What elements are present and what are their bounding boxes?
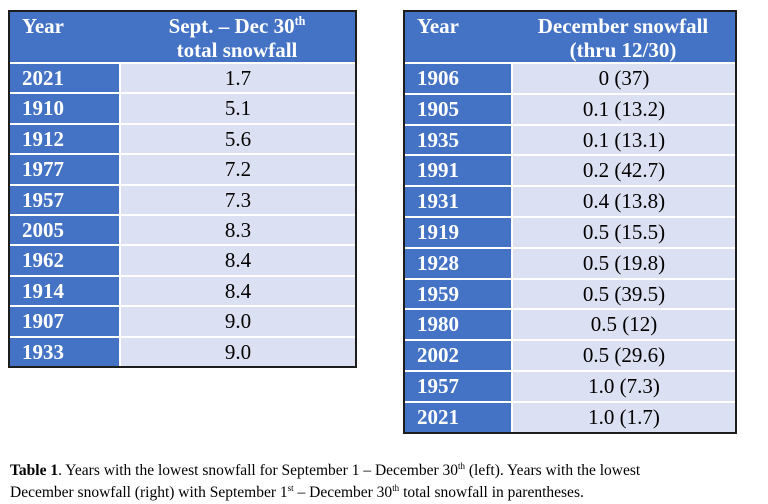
table-row: 1962 8.4 — [10, 246, 355, 275]
caption-text: total snowfall in parentheses. — [399, 483, 584, 501]
december-snowfall-column-header: December snowfall (thru 12/30) — [511, 12, 735, 62]
value-cell: 0.2 (42.7) — [513, 156, 735, 186]
year-cell: 1957 — [10, 185, 119, 214]
value-cell: 5.1 — [121, 94, 355, 123]
year-cell: 1906 — [405, 64, 511, 93]
year-cell: 1959 — [405, 279, 511, 309]
snowfall-column-header: Sept. – Dec 30th total snowfall — [119, 12, 355, 62]
caption-superscript: st — [287, 482, 294, 493]
year-cell: 2005 — [10, 215, 119, 245]
caption-text: December snowfall (right) with September… — [10, 483, 288, 501]
year-cell: 1980 — [405, 310, 511, 340]
table-row: 1910 5.1 — [10, 94, 355, 123]
year-cell: 2002 — [405, 341, 511, 370]
table-header-row: Year Sept. – Dec 30th total snowfall — [10, 12, 355, 62]
year-column-header: Year — [417, 14, 459, 38]
table-row: 1959 0.5 (39.5) — [405, 279, 735, 309]
december-snowfall-table: Year December snowfall (thru 12/30) 1906… — [403, 10, 737, 434]
value-cell: 1.0 (7.3) — [513, 371, 735, 401]
header-line1-text: Sept. – Dec 30 — [168, 14, 295, 38]
table-row: 1914 8.4 — [10, 276, 355, 306]
table-row: 1957 1.0 (7.3) — [405, 371, 735, 401]
header-line2: total snowfall — [176, 38, 298, 62]
value-cell: 0 (37) — [513, 64, 735, 93]
value-cell: 0.5 (15.5) — [513, 217, 735, 247]
table-row: 1912 5.6 — [10, 124, 355, 154]
year-cell: 1910 — [10, 94, 119, 123]
table-header-row: Year December snowfall (thru 12/30) — [405, 12, 735, 62]
year-cell: 1935 — [405, 125, 511, 155]
header-line1: Sept. – Dec 30th — [119, 14, 355, 38]
year-cell: 1914 — [10, 276, 119, 306]
year-cell: 1905 — [405, 94, 511, 124]
table-row: 2005 8.3 — [10, 215, 355, 245]
value-cell: 7.2 — [121, 155, 355, 184]
sept-dec-snowfall-table: Year Sept. – Dec 30th total snowfall 202… — [8, 10, 357, 368]
year-cell: 1957 — [405, 371, 511, 401]
table-row: 1933 9.0 — [10, 337, 355, 366]
table-row: 1931 0.4 (13.8) — [405, 187, 735, 216]
year-cell: 1991 — [405, 156, 511, 186]
table-row: 1980 0.5 (12) — [405, 310, 735, 340]
value-cell: 0.4 (13.8) — [513, 187, 735, 216]
year-cell: 2021 — [405, 402, 511, 432]
value-cell: 9.0 — [121, 307, 355, 336]
value-cell: 8.4 — [121, 246, 355, 275]
table-row: 1905 0.1 (13.2) — [405, 94, 735, 124]
caption-superscript: th — [392, 482, 400, 493]
caption-line1: Table 1. Years with the lowest snowfall … — [10, 460, 641, 479]
table-row: 2021 1.0 (1.7) — [405, 402, 735, 432]
table-row: 2021 1.7 — [10, 64, 355, 93]
value-cell: 9.0 — [121, 337, 355, 366]
table-row: 1977 7.2 — [10, 155, 355, 184]
value-cell: 0.5 (19.8) — [513, 248, 735, 278]
value-cell: 0.1 (13.1) — [513, 125, 735, 155]
value-cell: 0.5 (29.6) — [513, 341, 735, 370]
value-cell: 0.5 (12) — [513, 310, 735, 340]
header-line2: (thru 12/30) — [569, 38, 677, 62]
header-superscript: th — [294, 14, 306, 28]
year-cell: 1907 — [10, 307, 119, 336]
table-row: 1935 0.1 (13.1) — [405, 125, 735, 155]
caption-superscript: th — [458, 460, 466, 471]
year-cell: 1919 — [405, 217, 511, 247]
year-column-header: Year — [22, 14, 64, 38]
table-row: 1919 0.5 (15.5) — [405, 217, 735, 247]
caption-text: . Years with the lowest snowfall for Sep… — [58, 461, 459, 479]
value-cell: 1.0 (1.7) — [513, 402, 735, 432]
year-cell: 1933 — [10, 337, 119, 366]
value-cell: 8.3 — [121, 215, 355, 245]
year-cell: 1962 — [10, 246, 119, 275]
year-cell: 1931 — [405, 187, 511, 216]
year-cell: 2021 — [10, 64, 119, 93]
caption-label: Table 1 — [10, 461, 59, 479]
value-cell: 8.4 — [121, 276, 355, 306]
caption-text: (left). Years with the lowest — [465, 461, 641, 479]
value-cell: 7.3 — [121, 185, 355, 214]
caption-line2: December snowfall (right) with September… — [10, 482, 584, 501]
value-cell: 5.6 — [121, 124, 355, 154]
table-row: 1991 0.2 (42.7) — [405, 156, 735, 186]
table-row: 1957 7.3 — [10, 185, 355, 214]
table-row: 1907 9.0 — [10, 307, 355, 336]
table-caption: Table 1. Years with the lowest snowfall … — [10, 460, 758, 504]
value-cell: 1.7 — [121, 64, 355, 93]
caption-text: – December 30 — [293, 483, 393, 501]
year-cell: 1928 — [405, 248, 511, 278]
header-line1: December snowfall — [537, 14, 709, 38]
year-cell: 1977 — [10, 155, 119, 184]
value-cell: 0.1 (13.2) — [513, 94, 735, 124]
table-row: 1928 0.5 (19.8) — [405, 248, 735, 278]
value-cell: 0.5 (39.5) — [513, 279, 735, 309]
table-row: 2002 0.5 (29.6) — [405, 341, 735, 370]
table-row: 1906 0 (37) — [405, 64, 735, 93]
year-cell: 1912 — [10, 124, 119, 154]
